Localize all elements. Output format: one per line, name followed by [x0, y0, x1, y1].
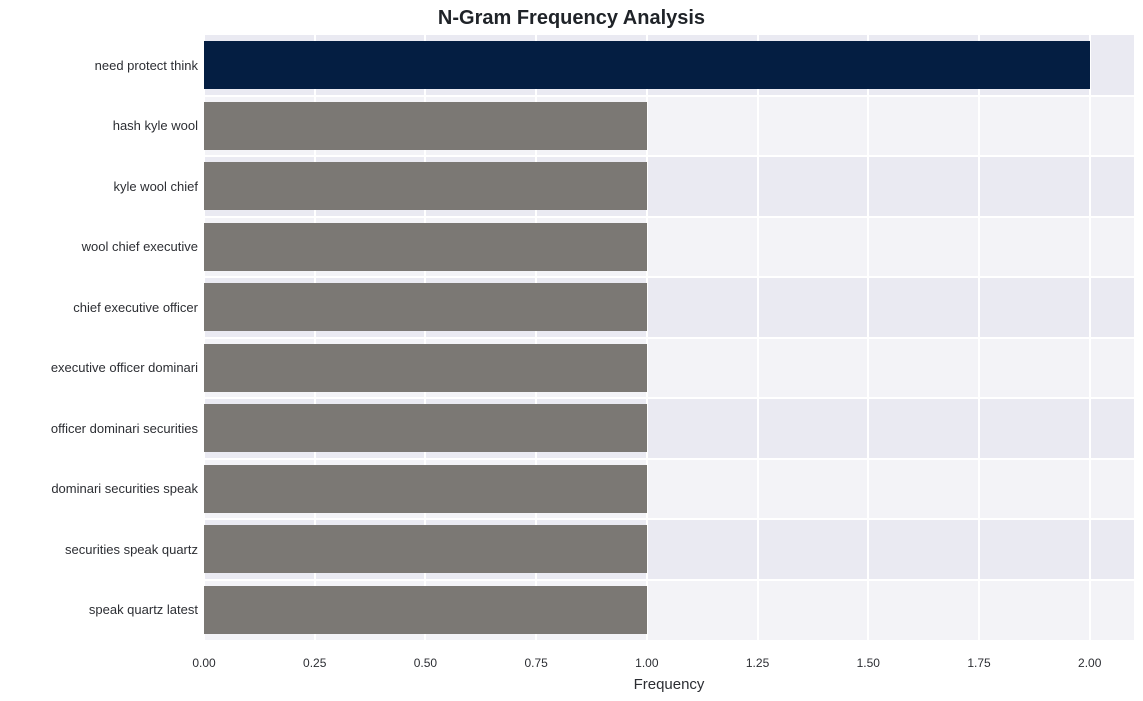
x-tick-label: 0.50: [414, 656, 437, 670]
bar: [204, 525, 647, 573]
y-tick-label: securities speak quartz: [65, 542, 198, 557]
h-gridline: [204, 95, 1134, 97]
v-gridline: [757, 35, 759, 640]
x-tick-label: 1.50: [857, 656, 880, 670]
h-gridline: [204, 216, 1134, 218]
bar: [204, 344, 647, 392]
y-tick-label: executive officer dominari: [51, 360, 198, 375]
v-gridline: [1089, 35, 1091, 640]
y-tick-label: hash kyle wool: [113, 118, 198, 133]
h-gridline: [204, 276, 1134, 278]
h-gridline: [204, 397, 1134, 399]
y-tick-label: wool chief executive: [82, 239, 198, 254]
x-tick-label: 2.00: [1078, 656, 1101, 670]
bar: [204, 41, 1090, 89]
y-tick-label: dominari securities speak: [51, 481, 198, 496]
x-tick-label: 1.75: [967, 656, 990, 670]
y-tick-label: officer dominari securities: [51, 421, 198, 436]
x-tick-label: 0.00: [192, 656, 215, 670]
bar: [204, 586, 647, 634]
y-tick-label: speak quartz latest: [89, 602, 198, 617]
x-tick-label: 0.75: [524, 656, 547, 670]
h-gridline: [204, 518, 1134, 520]
bar: [204, 283, 647, 331]
bar: [204, 404, 647, 452]
plot-area: [204, 35, 1134, 640]
chart-title: N-Gram Frequency Analysis: [0, 7, 1143, 30]
v-gridline: [978, 35, 980, 640]
h-gridline: [204, 458, 1134, 460]
x-tick-label: 1.25: [746, 656, 769, 670]
x-axis-title: Frequency: [204, 676, 1134, 693]
y-tick-label: need protect think: [95, 58, 198, 73]
y-tick-label: chief executive officer: [73, 300, 198, 315]
bar: [204, 162, 647, 210]
x-tick-label: 1.00: [635, 656, 658, 670]
h-gridline: [204, 155, 1134, 157]
bar: [204, 223, 647, 271]
v-gridline: [867, 35, 869, 640]
bar: [204, 465, 647, 513]
h-gridline: [204, 337, 1134, 339]
bar: [204, 102, 647, 150]
h-gridline: [204, 579, 1134, 581]
x-tick-label: 0.25: [303, 656, 326, 670]
chart-container: N-Gram Frequency Analysis need protect t…: [0, 0, 1143, 701]
y-tick-label: kyle wool chief: [113, 179, 198, 194]
